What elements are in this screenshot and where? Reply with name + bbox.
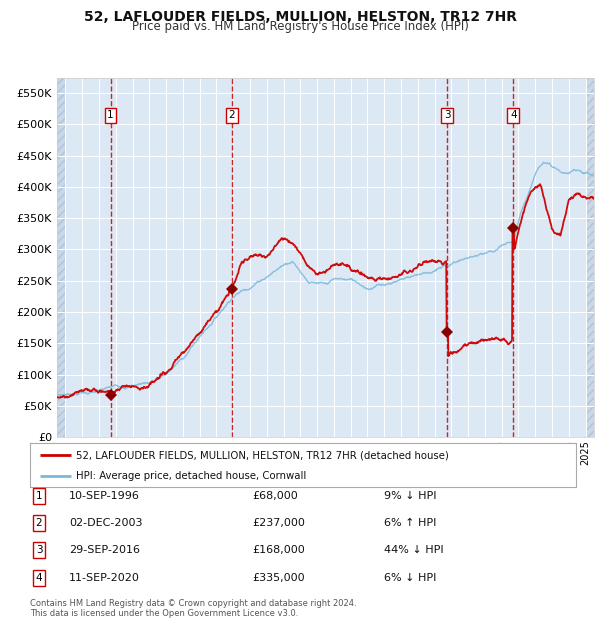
Bar: [57, 78, 65, 437]
Bar: [586, 78, 596, 437]
Text: 1: 1: [35, 491, 43, 501]
Text: 02-DEC-2003: 02-DEC-2003: [69, 518, 143, 528]
Text: Contains HM Land Registry data © Crown copyright and database right 2024.
This d: Contains HM Land Registry data © Crown c…: [30, 599, 356, 618]
Text: 11-SEP-2020: 11-SEP-2020: [69, 573, 140, 583]
Text: £335,000: £335,000: [252, 573, 305, 583]
Text: 3: 3: [444, 110, 451, 120]
Text: 1: 1: [107, 110, 114, 120]
Text: £168,000: £168,000: [252, 545, 305, 555]
Text: 6% ↑ HPI: 6% ↑ HPI: [384, 518, 436, 528]
Text: 4: 4: [35, 573, 43, 583]
Text: £68,000: £68,000: [252, 491, 298, 501]
Text: 2: 2: [229, 110, 235, 120]
Text: 2: 2: [35, 518, 43, 528]
Text: 9% ↓ HPI: 9% ↓ HPI: [384, 491, 437, 501]
Text: 29-SEP-2016: 29-SEP-2016: [69, 545, 140, 555]
Text: 52, LAFLOUDER FIELDS, MULLION, HELSTON, TR12 7HR: 52, LAFLOUDER FIELDS, MULLION, HELSTON, …: [83, 10, 517, 24]
Text: 44% ↓ HPI: 44% ↓ HPI: [384, 545, 443, 555]
Text: 3: 3: [35, 545, 43, 555]
Text: £237,000: £237,000: [252, 518, 305, 528]
Text: 4: 4: [510, 110, 517, 120]
Text: 10-SEP-1996: 10-SEP-1996: [69, 491, 140, 501]
Text: HPI: Average price, detached house, Cornwall: HPI: Average price, detached house, Corn…: [76, 471, 307, 481]
Text: Price paid vs. HM Land Registry's House Price Index (HPI): Price paid vs. HM Land Registry's House …: [131, 20, 469, 33]
Text: 6% ↓ HPI: 6% ↓ HPI: [384, 573, 436, 583]
Text: 52, LAFLOUDER FIELDS, MULLION, HELSTON, TR12 7HR (detached house): 52, LAFLOUDER FIELDS, MULLION, HELSTON, …: [76, 450, 449, 460]
